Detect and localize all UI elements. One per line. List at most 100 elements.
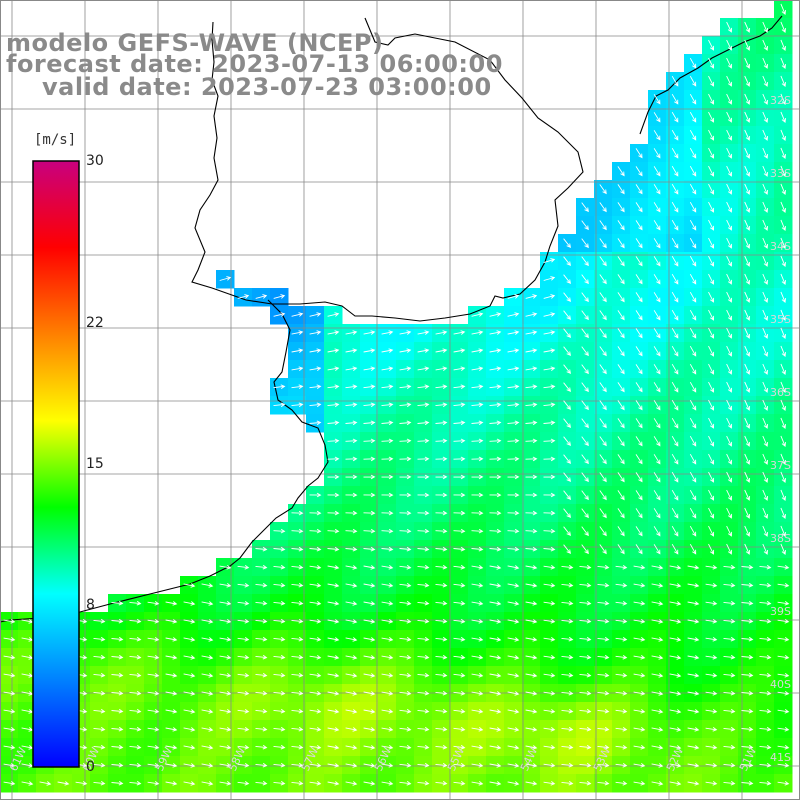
wind-arrow xyxy=(780,129,786,141)
wind-arrow xyxy=(399,438,412,444)
wind-arrow xyxy=(708,93,715,105)
wind-arrow xyxy=(327,366,340,371)
wind-arrow xyxy=(617,472,625,483)
wind-arrow xyxy=(129,780,142,786)
wind-arrow xyxy=(111,690,124,696)
wind-arrow xyxy=(635,400,643,411)
model-title: modelo GEFS-WAVE (NCEP) xyxy=(6,29,384,57)
wind-arrow xyxy=(762,255,769,267)
wind-arrow xyxy=(327,510,340,516)
wind-arrow xyxy=(651,637,664,642)
wind-arrow xyxy=(417,456,430,462)
wind-arrow xyxy=(689,435,697,447)
wind-arrow xyxy=(726,39,733,51)
wind-arrow xyxy=(309,601,322,606)
wind-arrow xyxy=(581,346,589,357)
wind-arrow xyxy=(399,564,412,570)
wind-arrow xyxy=(689,345,697,357)
wind-arrow xyxy=(689,507,697,519)
wind-arrow xyxy=(183,763,196,768)
wind-arrow xyxy=(435,330,448,335)
wind-arrow xyxy=(507,474,520,480)
wind-arrow xyxy=(741,618,754,624)
wind-arrow xyxy=(599,346,607,357)
wind-arrow xyxy=(507,366,520,371)
wind-arrow xyxy=(453,690,466,696)
wind-arrow xyxy=(543,691,556,696)
wind-arrow xyxy=(489,637,502,642)
wind-arrow xyxy=(453,330,466,335)
wind-arrow xyxy=(581,454,589,465)
wind-arrow xyxy=(273,564,286,570)
wind-arrow xyxy=(762,453,769,465)
wind-arrow xyxy=(762,399,769,411)
wind-arrow xyxy=(687,727,700,732)
wind-arrow xyxy=(237,637,250,642)
wind-arrow xyxy=(762,111,769,123)
wind-arrow xyxy=(762,291,769,303)
wind-arrow xyxy=(399,510,412,516)
wind-arrow xyxy=(635,148,643,159)
wind-arrow xyxy=(345,510,358,516)
wind-arrow xyxy=(726,471,733,483)
wind-arrow xyxy=(363,745,376,750)
wind-arrow xyxy=(762,39,769,51)
wind-arrow xyxy=(599,274,607,285)
wind-arrow xyxy=(579,672,592,678)
wind-arrow xyxy=(635,526,643,537)
wind-arrow xyxy=(708,237,715,249)
wind-arrow xyxy=(345,456,358,462)
wind-arrow xyxy=(780,381,786,393)
wind-arrow xyxy=(633,781,646,786)
wind-arrow xyxy=(543,348,556,353)
wind-arrow xyxy=(563,346,571,357)
wind-arrow xyxy=(689,201,697,213)
wind-arrow xyxy=(617,292,625,303)
wind-arrow xyxy=(147,655,160,660)
wind-arrow xyxy=(453,654,466,660)
wind-arrow xyxy=(363,528,376,534)
wind-arrow xyxy=(309,781,322,786)
wind-arrow xyxy=(563,454,571,465)
wind-arrow xyxy=(705,673,718,678)
wind-arrow xyxy=(309,673,322,678)
wind-arrow xyxy=(507,402,520,408)
wind-arrow xyxy=(453,780,466,786)
wind-arrow xyxy=(417,780,430,786)
wind-arrow xyxy=(617,508,625,519)
wind-arrow xyxy=(363,655,376,660)
latitude-label: 34S xyxy=(770,240,791,253)
wind-arrow xyxy=(525,619,538,624)
wind-arrow xyxy=(273,582,286,588)
wind-arrow xyxy=(633,565,646,570)
wind-arrow xyxy=(507,691,520,696)
wind-arrow xyxy=(651,565,664,570)
wind-arrow xyxy=(363,691,376,696)
wind-arrow xyxy=(345,438,358,444)
wind-arrow xyxy=(309,709,322,714)
wind-arrow xyxy=(147,781,160,786)
wind-arrow xyxy=(671,381,679,393)
wind-arrow xyxy=(708,273,715,285)
wind-arrow xyxy=(563,364,571,375)
wind-arrow xyxy=(597,762,610,768)
wind-arrow xyxy=(563,418,571,429)
wind-arrow xyxy=(525,384,538,389)
wind-arrow xyxy=(762,201,769,213)
wind-arrow xyxy=(561,690,574,696)
wind-arrow xyxy=(708,327,715,339)
wind-arrow xyxy=(111,636,124,642)
wind-arrow xyxy=(291,582,304,588)
wind-arrow xyxy=(635,166,643,177)
wind-arrow xyxy=(345,565,358,570)
wind-arrow xyxy=(708,183,715,195)
wind-arrow xyxy=(417,672,430,678)
wind-arrow xyxy=(237,727,250,732)
wind-arrow xyxy=(507,583,520,588)
wind-arrow xyxy=(291,564,304,570)
wind-arrow xyxy=(597,744,610,750)
wind-arrow xyxy=(543,438,556,444)
wind-arrow xyxy=(744,75,751,87)
wind-arrow xyxy=(689,453,697,465)
wind-arrow xyxy=(744,417,751,429)
